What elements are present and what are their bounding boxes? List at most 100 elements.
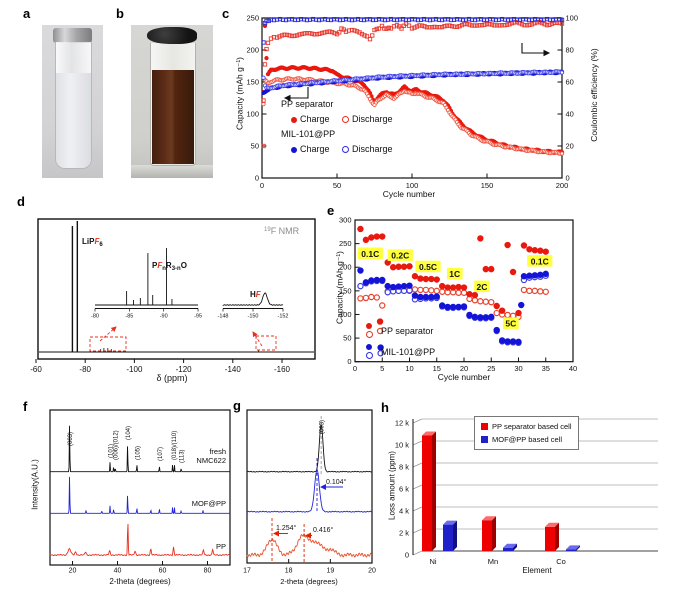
g-003-label: (003) [320,420,326,434]
d-x-tick: -80 [79,365,91,374]
g-x-tick: 20 [368,568,376,575]
c-y2-tick: 40 [566,110,574,119]
pp-filled-marker [366,323,372,329]
f-x-axis-title: 2-theta (degrees) [109,577,171,586]
xrd-trace [50,476,230,515]
c-y-tick: 150 [246,78,259,87]
lipf6-label: LiPF6 [82,237,103,248]
e-y-tick: 50 [343,334,351,343]
h-category-label: Mn [488,557,498,566]
e-y-tick: 300 [339,216,352,225]
series-4 [261,19,565,103]
f-x-tick: 20 [69,568,77,575]
e-x-axis-title: Cycle number [437,372,491,382]
rate-label-bg [357,247,383,260]
e-y-tick: 100 [339,310,352,319]
panel-letter-a: a [23,6,31,21]
mil-filled-marker [366,344,372,350]
c-x-tick: 150 [481,181,494,190]
red-swatch [481,423,488,430]
c-y2-tick: 60 [566,78,574,87]
bar-front [482,520,492,551]
c-y-axis-title: Capacity (mAh g⁻¹) [234,57,245,130]
pp-open-marker [366,331,373,338]
trace-label-fresh: fresh [209,447,226,456]
h-y-tick: 10 k [395,441,409,450]
bar-front [422,435,432,551]
xrd-trace [49,523,231,557]
series-3 [261,69,565,91]
bar-front [503,547,513,551]
e-x-tick: 5 [380,364,384,373]
g-x-tick: 17 [243,568,251,575]
e-y-tick: 150 [339,286,352,295]
c-y-tick: 200 [246,46,259,55]
mil-discharge-marker [342,145,350,153]
bar-top [545,522,559,527]
h-x-axis-title: Element [522,566,552,575]
e-x-tick: 35 [542,364,550,373]
mil-charge-marker [291,146,297,153]
c-y2-tick: 100 [566,14,579,23]
panel-letter-g: g [233,398,241,413]
d-x-tick: -160 [274,365,291,374]
photo-brown-vial [131,25,213,178]
e-y-tick: 200 [339,263,352,272]
legend-pp-separator: PP separator [281,99,334,109]
right-axis-arrow [521,43,551,57]
rate-label: 0.1C [531,256,549,266]
c-x-tick: 50 [333,181,341,190]
pp-charge-label: Charge [300,114,330,124]
svg-text:-148: -148 [217,314,228,320]
bar-side [432,431,436,551]
c-y2-tick: 0 [566,174,570,183]
panel-letter-h: h [381,400,389,415]
mil-open-marker [366,352,373,359]
vial-body [150,43,196,166]
rate-label-bg [474,280,490,293]
bar-side [453,520,457,551]
xrd-peak-label: (113) [180,449,186,463]
nmr-technique-label: 19F NMR [264,226,299,236]
xrd-peak-label: (101) [109,444,115,458]
c-x-tick: 100 [406,181,419,190]
panel-e-legend: PP separator MIL-101@PP [366,320,435,362]
chart-xrd-full: 20 40 60 80 (003) (101)(006)/(012) (104)(105) (… [49,409,231,575]
e-x-tick: 40 [569,364,577,373]
vial-body [55,42,92,169]
panel-letter-b: b [116,6,124,21]
photo-clear-vial [42,25,103,178]
series-1 [261,76,565,156]
d-x-tick: -100 [126,365,143,374]
bar-top [422,431,436,436]
c-y-tick: 250 [246,14,259,23]
left-axis-arrow [283,87,309,102]
e-y-axis-title: Capacity (mAh g⁻¹) [334,251,345,324]
zoom-box-1 [89,336,127,352]
mil-charge-label: Charge [300,144,330,154]
panel-letter-d: d [17,194,25,209]
rate-label-bg [387,249,413,261]
xrd-peak-label: (104) [126,426,132,440]
rate-label-bg [527,255,553,267]
d-x-tick: -120 [176,365,193,374]
rate-label: 5C [505,319,516,329]
svg-text:-150: -150 [247,314,258,320]
xrd-peak-label: (107) [158,447,164,461]
hf-peak [222,292,284,306]
rate-label: 0.1C [361,249,379,259]
c-y-tick: 50 [251,142,259,151]
e-y-tick: 250 [339,239,352,248]
xrd-trace [246,469,372,513]
trace-label-pp: PP [215,542,226,551]
bar-front [566,549,576,551]
xrd-peak-label: (105) [135,446,141,460]
legend-pp-separator: PP separator [381,325,434,336]
bar-top [503,543,517,548]
svg-text:-90: -90 [160,314,168,320]
chart-element-loss: 0 2 k 4 k 6 k 8 k 10 k 12 k Ni Mn Co [395,419,658,566]
g-x-tick: 19 [326,568,334,575]
legend-pp-cell: PP separator based cell [492,422,572,431]
panel-letter-e: e [327,203,335,218]
